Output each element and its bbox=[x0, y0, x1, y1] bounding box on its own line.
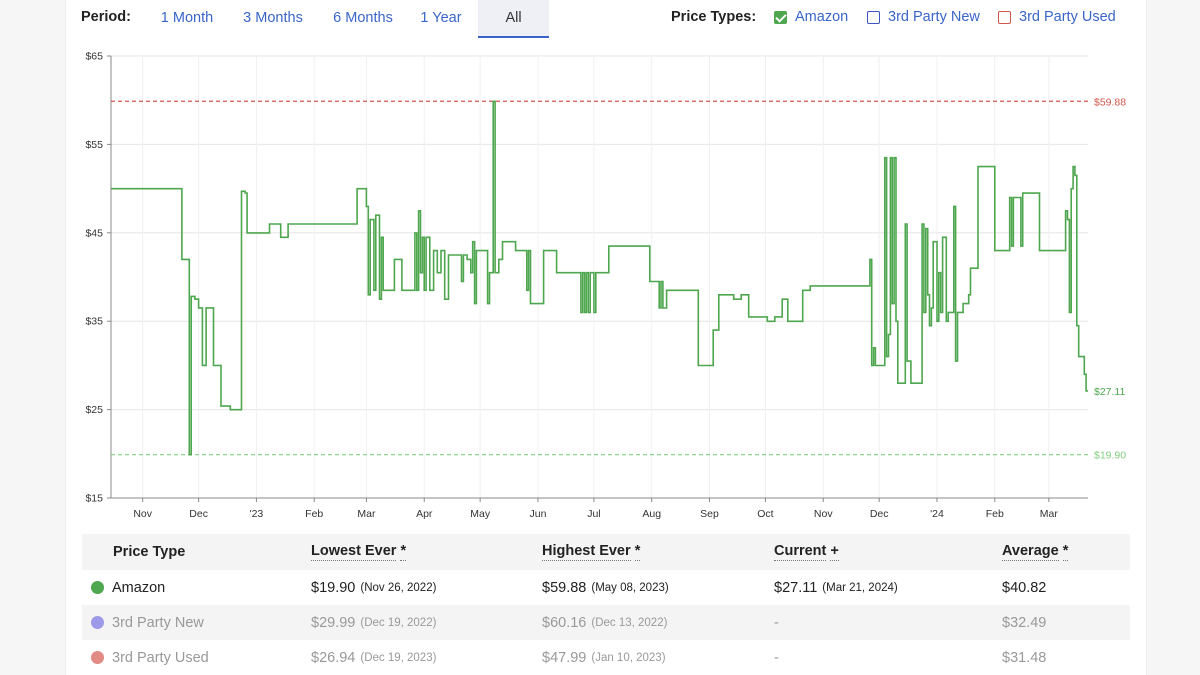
series-line-amazon bbox=[111, 100, 1088, 456]
header-lowest-ever[interactable]: Lowest Ever * bbox=[311, 543, 407, 561]
current-value: - bbox=[774, 649, 779, 666]
stats-header-row: Price Type Lowest Ever * Highest Ever * … bbox=[82, 534, 1130, 570]
price-stats-table: Price Type Lowest Ever * Highest Ever * … bbox=[82, 534, 1130, 675]
header-current[interactable]: Current + bbox=[774, 543, 839, 561]
period-6-months-button[interactable]: 6 Months bbox=[333, 10, 393, 26]
highest-date: (Jan 10, 2023) bbox=[591, 651, 666, 664]
lowest-date: (Nov 26, 2022) bbox=[360, 581, 437, 594]
3rd-party-new-checkbox[interactable] bbox=[867, 11, 880, 24]
average-cell: $40.82 bbox=[1002, 570, 1046, 605]
y-tick-label: $35 bbox=[85, 316, 103, 328]
price-type-cell: 3rd Party Used bbox=[91, 640, 209, 675]
x-tick-label: Dec bbox=[870, 508, 889, 520]
lowest-value: $29.99 bbox=[311, 614, 356, 631]
y-tick-label: $15 bbox=[85, 493, 103, 505]
x-tick-label: May bbox=[470, 508, 491, 520]
3rd-party-used-checkbox[interactable] bbox=[998, 11, 1011, 24]
x-tick-label: '24 bbox=[930, 508, 944, 520]
highest-date: (Dec 13, 2022) bbox=[591, 616, 668, 629]
highest-value: $47.99 bbox=[542, 649, 587, 666]
x-tick-label: Jul bbox=[587, 508, 600, 520]
x-tick-label: Apr bbox=[416, 508, 433, 520]
average-cell: $32.49 bbox=[1002, 605, 1046, 640]
header-highest-ever[interactable]: Highest Ever * bbox=[542, 543, 641, 561]
lowest-ever-cell: $29.99 (Dec 19, 2022) bbox=[311, 605, 436, 640]
current-price-label: $27.11 bbox=[1094, 386, 1125, 398]
lowest-ever-cell: $19.90 (Nov 26, 2022) bbox=[311, 570, 436, 605]
lowest-value: $26.94 bbox=[311, 649, 356, 666]
price-types-label: Price Types: bbox=[671, 9, 757, 25]
x-tick-label: Aug bbox=[642, 508, 661, 520]
stats-row-3rd-party-used: 3rd Party Used $26.94 (Dec 19, 2023) $47.99… bbox=[82, 640, 1130, 675]
average-value: $32.49 bbox=[1002, 614, 1047, 631]
stats-row-amazon: Amazon $19.90 (Nov 26, 2022) $59.88 (May 08,… bbox=[82, 570, 1130, 605]
highest-ever-cell: $60.16 (Dec 13, 2022) bbox=[542, 605, 667, 640]
x-tick-label: Jun bbox=[530, 508, 547, 520]
price-type-cell: Amazon bbox=[91, 570, 165, 605]
lowest-price-label: $19.90 bbox=[1094, 450, 1126, 462]
amazon-checkbox[interactable] bbox=[774, 11, 787, 24]
highest-value: $60.16 bbox=[542, 614, 587, 631]
x-tick-label: Oct bbox=[757, 508, 773, 520]
current-date: (Mar 21, 2024) bbox=[822, 581, 898, 594]
highest-value: $59.88 bbox=[542, 579, 587, 596]
lowest-date: (Dec 19, 2023) bbox=[360, 651, 437, 664]
highest-date: (May 08, 2023) bbox=[591, 581, 669, 594]
y-tick-label: $25 bbox=[85, 404, 103, 416]
average-value: $40.82 bbox=[1002, 579, 1047, 596]
period-1-year-button[interactable]: 1 Year bbox=[420, 10, 462, 26]
highest-price-label: $59.88 bbox=[1094, 96, 1126, 108]
header-average[interactable]: Average * bbox=[1002, 543, 1069, 561]
current-value: - bbox=[774, 614, 779, 631]
y-tick-label: $65 bbox=[85, 51, 103, 63]
period-1-month-button[interactable]: 1 Month bbox=[160, 10, 214, 26]
stats-row-3rd-party-new: 3rd Party New $29.99 (Dec 19, 2022) $60.16 (… bbox=[82, 605, 1130, 640]
header-price-type: Price Type bbox=[113, 544, 186, 560]
x-tick-label: Mar bbox=[357, 508, 376, 520]
x-tick-label: Nov bbox=[133, 508, 152, 520]
lowest-date: (Dec 19, 2022) bbox=[360, 616, 437, 629]
current-value: $27.11 bbox=[774, 579, 818, 596]
lowest-ever-cell: $26.94 (Dec 19, 2023) bbox=[311, 640, 436, 675]
series-color-dot bbox=[91, 616, 104, 629]
x-tick-label: Dec bbox=[189, 508, 208, 520]
average-value: $31.48 bbox=[1002, 649, 1047, 666]
x-tick-label: Mar bbox=[1040, 508, 1059, 520]
x-tick-label: Feb bbox=[305, 508, 323, 520]
price-history-chart: $15 $25 $35 $45 $55 $65 Nov Dec '23 Feb Mar Apr May J… bbox=[85, 51, 1126, 521]
highest-ever-cell: $59.88 (May 08, 2023) bbox=[542, 570, 669, 605]
period-label: Period: bbox=[81, 9, 131, 25]
price-type-3rd-party-used-label: 3rd Party Used bbox=[1019, 9, 1116, 25]
x-tick-label: '23 bbox=[250, 508, 264, 520]
price-type-name: Amazon bbox=[112, 579, 166, 596]
price-type-name: 3rd Party Used bbox=[112, 649, 209, 666]
chart-toolbar: Period: 1 Month 3 Months 6 Months 1 Year… bbox=[65, 0, 1145, 40]
x-tick-label: Sep bbox=[700, 508, 719, 520]
current-cell: - bbox=[774, 640, 784, 675]
y-tick-label: $55 bbox=[85, 139, 103, 151]
price-type-3rd-party-new-label: 3rd Party New bbox=[888, 9, 980, 25]
price-type-cell: 3rd Party New bbox=[91, 605, 204, 640]
x-tick-label: Nov bbox=[814, 508, 833, 520]
price-type-name: 3rd Party New bbox=[112, 614, 204, 631]
stats-body: Amazon $19.90 (Nov 26, 2022) $59.88 (May 08,… bbox=[82, 570, 1130, 675]
current-cell: $27.11 (Mar 21, 2024) bbox=[774, 570, 898, 605]
highest-ever-cell: $47.99 (Jan 10, 2023) bbox=[542, 640, 666, 675]
lowest-value: $19.90 bbox=[311, 579, 356, 596]
x-tick-label: Feb bbox=[986, 508, 1004, 520]
series-color-dot bbox=[91, 581, 104, 594]
period-3-months-button[interactable]: 3 Months bbox=[243, 10, 303, 26]
average-cell: $31.48 bbox=[1002, 640, 1046, 675]
price-type-amazon-label: Amazon bbox=[795, 9, 849, 25]
current-cell: - bbox=[774, 605, 784, 640]
series-color-dot bbox=[91, 651, 104, 664]
period-all-button[interactable]: All bbox=[478, 0, 549, 38]
y-tick-label: $45 bbox=[85, 227, 103, 239]
